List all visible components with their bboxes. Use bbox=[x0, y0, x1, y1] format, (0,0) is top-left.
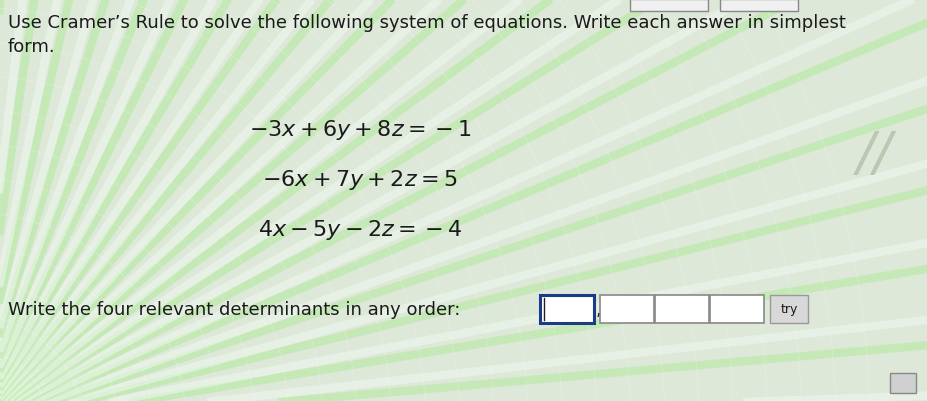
Text: form.: form. bbox=[8, 38, 56, 56]
Text: ,: , bbox=[711, 300, 717, 318]
Text: Write the four relevant determinants in any order:: Write the four relevant determinants in … bbox=[8, 300, 461, 318]
FancyBboxPatch shape bbox=[770, 295, 808, 323]
Text: $-3x+6y+8z=-1$: $-3x+6y+8z=-1$ bbox=[248, 118, 471, 142]
FancyBboxPatch shape bbox=[710, 295, 764, 323]
Text: Use Cramer’s Rule to solve the following system of equations. Write each answer : Use Cramer’s Rule to solve the following… bbox=[8, 14, 845, 32]
FancyBboxPatch shape bbox=[600, 295, 654, 323]
FancyBboxPatch shape bbox=[655, 295, 709, 323]
FancyBboxPatch shape bbox=[630, 0, 708, 12]
FancyBboxPatch shape bbox=[720, 0, 798, 12]
Text: $4x-5y-2z=-4$: $4x-5y-2z=-4$ bbox=[258, 217, 463, 241]
Text: ,: , bbox=[656, 300, 662, 318]
Text: try: try bbox=[781, 303, 798, 316]
Text: $-6x+7y+2z=5$: $-6x+7y+2z=5$ bbox=[262, 168, 458, 192]
Text: //: // bbox=[857, 129, 893, 180]
FancyBboxPatch shape bbox=[540, 295, 594, 323]
Text: ,: , bbox=[596, 300, 602, 318]
FancyBboxPatch shape bbox=[890, 373, 916, 393]
